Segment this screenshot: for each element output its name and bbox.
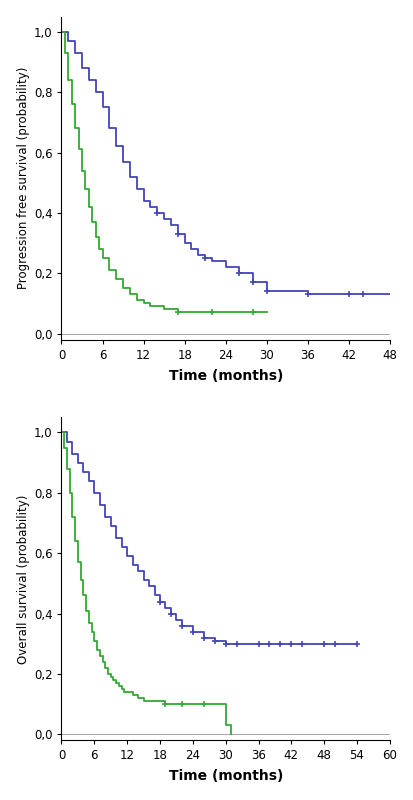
Y-axis label: Progression free survival (probability): Progression free survival (probability) bbox=[17, 67, 30, 290]
Y-axis label: Overall survival (probability): Overall survival (probability) bbox=[17, 494, 30, 663]
X-axis label: Time (months): Time (months) bbox=[168, 770, 282, 783]
X-axis label: Time (months): Time (months) bbox=[168, 369, 282, 382]
